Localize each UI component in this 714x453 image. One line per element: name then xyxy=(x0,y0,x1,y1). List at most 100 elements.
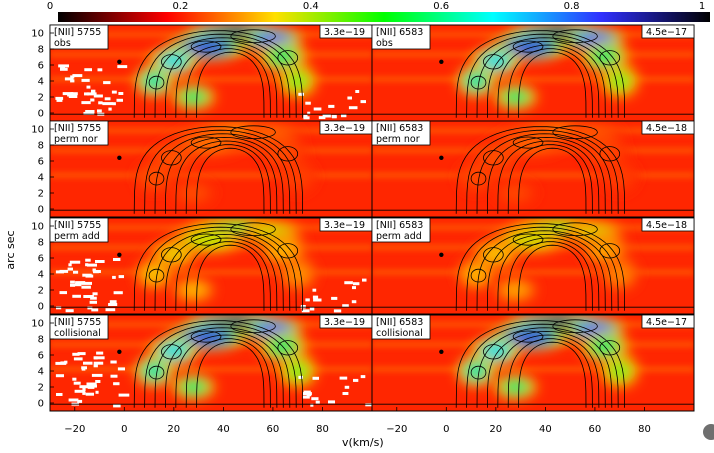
panel-scale: 3.3e−19 xyxy=(319,314,373,329)
contours xyxy=(117,125,303,214)
contours xyxy=(117,319,303,408)
y-tick-label: 6 xyxy=(38,157,44,168)
x-tick-label: 40 xyxy=(217,424,230,435)
y-axis-label: arc sec xyxy=(4,230,17,269)
contours xyxy=(439,125,625,214)
y-tick-label: 2 xyxy=(38,383,44,394)
x-tick-label: −20 xyxy=(386,424,407,435)
y-tick-label: 0 xyxy=(38,109,44,120)
y-tick-label: 8 xyxy=(38,45,44,56)
x-tick-label: 20 xyxy=(489,424,502,435)
colorbar-tick-label: 0 xyxy=(47,1,53,12)
contours xyxy=(117,222,303,311)
panel-scale: 4.5e−18 xyxy=(641,120,695,135)
y-tick-label: 4 xyxy=(38,77,44,88)
panel-line-name: [NII] 6583 xyxy=(376,123,423,134)
contours xyxy=(439,319,625,408)
x-tick-label: 0 xyxy=(121,424,127,435)
panel-line-name: [NII] 6583 xyxy=(376,220,423,231)
panel-scale: 4.5e−17 xyxy=(641,24,695,39)
y-tick-label: 10 xyxy=(31,319,44,330)
x-axis-label: v(km/s) xyxy=(342,436,384,449)
contours xyxy=(117,29,303,118)
panel-model-name: collisional xyxy=(376,328,423,339)
y-tick-label: 2 xyxy=(38,286,44,297)
panel-scale: 3.3e−19 xyxy=(319,120,373,135)
colorbar-bar xyxy=(58,12,710,22)
panel-model-name: perm nor xyxy=(376,134,420,145)
panel-model-name: obs xyxy=(376,38,393,49)
panel-frame xyxy=(371,314,695,412)
panel-model-name: perm add xyxy=(376,231,422,242)
y-tick-label: 8 xyxy=(38,238,44,249)
x-tick-label: 60 xyxy=(589,424,602,435)
y-tick-label: 6 xyxy=(38,351,44,362)
panel-scale: 4.5e−18 xyxy=(641,217,695,232)
x-tick-label: 80 xyxy=(316,424,329,435)
masked-pixels xyxy=(55,64,366,120)
y-tick-label: 2 xyxy=(38,189,44,200)
corner-badge-icon xyxy=(703,424,714,440)
y-tick-label: 8 xyxy=(38,335,44,346)
masked-pixels xyxy=(55,258,367,313)
y-tick-label: 0 xyxy=(38,302,44,313)
panel-scale-value: 4.5e−18 xyxy=(646,220,687,231)
panel-line-name: [NII] 5755 xyxy=(54,27,101,38)
panel-scale-value: 3.3e−19 xyxy=(324,27,365,38)
colorbar-ticks: 0 0.2 0.4 0.6 0.8 1 xyxy=(47,1,705,12)
y-tick-label: 8 xyxy=(38,141,44,152)
y-tick-label: 10 xyxy=(31,222,44,233)
panel-line-name: [NII] 5755 xyxy=(54,123,101,134)
colorbar-tick-label: 0.6 xyxy=(433,1,449,12)
panel-line-name: [NII] 5755 xyxy=(54,317,101,328)
panel-scale-value: 3.3e−19 xyxy=(324,123,365,134)
y-tick-label: 4 xyxy=(38,367,44,378)
x-tick-label: 0 xyxy=(443,424,449,435)
contours xyxy=(439,29,625,118)
panel-model-name: obs xyxy=(54,38,71,49)
y-tick-label: 6 xyxy=(38,61,44,72)
y-tick-label: 0 xyxy=(38,205,44,216)
colorbar-tick-label: 0.4 xyxy=(303,1,319,12)
panel-model-name: collisional xyxy=(54,328,101,339)
y-tick-label: 10 xyxy=(31,29,44,40)
panel-scale-value: 3.3e−19 xyxy=(324,220,365,231)
y-tick-label: 4 xyxy=(38,270,44,281)
y-tick-label: 4 xyxy=(38,173,44,184)
panel-scale-value: 4.5e−17 xyxy=(646,317,687,328)
panel-model-name: perm add xyxy=(54,231,100,242)
panel-scale: 3.3e−19 xyxy=(319,217,373,232)
panel-scale-value: 3.3e−19 xyxy=(324,317,365,328)
y-tick-label: 0 xyxy=(38,399,44,410)
colorbar-tick-label: 1 xyxy=(699,1,705,12)
x-tick-label: −20 xyxy=(64,424,85,435)
panel-scale: 3.3e−19 xyxy=(319,24,373,39)
y-tick-label: 10 xyxy=(31,125,44,136)
colorbar-tick-label: 0.8 xyxy=(564,1,580,12)
x-tick-label: 40 xyxy=(539,424,552,435)
y-tick-label: 6 xyxy=(38,254,44,265)
x-tick-label: 60 xyxy=(267,424,280,435)
y-tick-label: 2 xyxy=(38,93,44,104)
contours xyxy=(439,222,625,311)
panel-line-name: [NII] 6583 xyxy=(376,27,423,38)
panel-line-name: [NII] 6583 xyxy=(376,317,423,328)
axes: 0 0 0 0 2 2 2 2 4 4 4 4 6 6 6 6 8 8 8 8 10 10 10 10 −20 0 20 40 60 80… xyxy=(31,29,651,436)
panel-scale-value: 4.5e−17 xyxy=(646,27,687,38)
